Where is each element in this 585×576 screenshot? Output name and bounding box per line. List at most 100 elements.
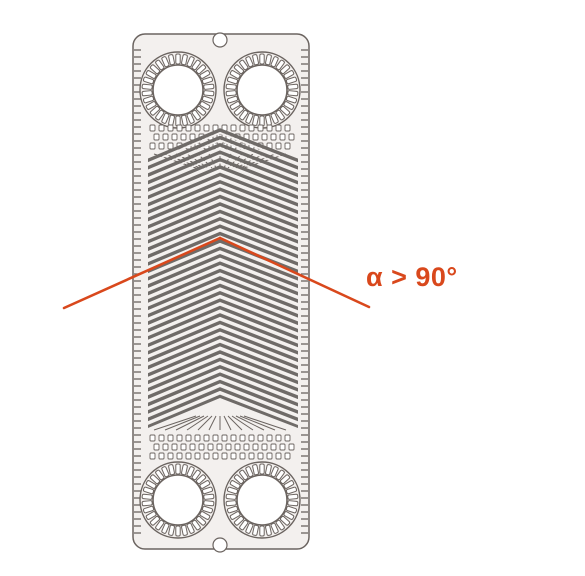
- port-hole: [236, 64, 288, 116]
- chevron-groove: [148, 224, 298, 260]
- distribution-stud: [284, 434, 291, 442]
- chevron-groove: [148, 379, 298, 416]
- distribution-stud: [239, 452, 246, 460]
- port-gasket-tooth: [229, 480, 241, 489]
- chevron-ridge: [148, 139, 298, 174]
- chevron-ridge: [148, 354, 298, 388]
- distribution-stud: [203, 434, 210, 442]
- distribution-stud: [270, 443, 277, 451]
- port-gasket-tooth: [142, 505, 155, 514]
- distribution-stud: [279, 133, 286, 141]
- distribution-stud: [167, 434, 174, 442]
- distribution-stud: [198, 443, 205, 451]
- port-gasket-tooth: [283, 70, 295, 79]
- angle-line-left: [62, 236, 222, 310]
- port-gasket-tooth: [186, 56, 195, 68]
- port-gasket-tooth: [245, 112, 254, 124]
- port-gasket-tooth: [233, 105, 245, 116]
- port-gasket-tooth: [233, 474, 245, 485]
- angle-line-right: [218, 236, 371, 309]
- port-gasket-tooth: [225, 83, 237, 90]
- port-gasket-tooth: [226, 95, 239, 104]
- port-gasket-tooth: [181, 464, 188, 476]
- distribution-stud: [180, 133, 187, 141]
- distribution-stud: [288, 443, 295, 451]
- port-gasket-tooth: [203, 83, 215, 90]
- port-gasket-tooth: [229, 101, 241, 110]
- port-gasket-tooth: [259, 463, 265, 475]
- distribution-channel: [197, 415, 213, 431]
- chevron-ridge: [148, 317, 298, 351]
- port-gasket-tooth: [252, 114, 259, 126]
- chevron-ridge: [148, 243, 298, 277]
- chevron-groove: [148, 253, 298, 290]
- chevron-ridge: [148, 287, 298, 322]
- port-gasket-tooth: [145, 101, 157, 110]
- port-gasket-tooth: [285, 76, 298, 85]
- chevron-groove: [148, 364, 298, 401]
- port-hole: [152, 64, 204, 116]
- chevron-ridge: [148, 309, 298, 344]
- port-gasket-tooth: [181, 524, 188, 536]
- port-gasket-tooth: [181, 54, 188, 66]
- chevron-groove: [148, 209, 298, 245]
- port-gasket-tooth: [287, 90, 299, 97]
- distribution-stud: [275, 452, 282, 460]
- distribution-stud: [216, 443, 223, 451]
- distribution-channel: [239, 415, 276, 431]
- port-gasket-tooth: [265, 524, 272, 536]
- distribution-stud: [212, 452, 219, 460]
- port-gasket-tooth: [270, 112, 279, 124]
- port-gasket-tooth: [199, 70, 211, 79]
- chevron-groove: [148, 165, 298, 201]
- distribution-stud: [221, 452, 228, 460]
- distribution-stud: [153, 443, 160, 451]
- port-gasket-tooth: [239, 109, 249, 121]
- distribution-stud: [207, 443, 214, 451]
- distribution-stud: [158, 434, 165, 442]
- distribution-stud: [194, 124, 201, 132]
- distribution-stud: [180, 443, 187, 451]
- distribution-stud: [149, 452, 156, 460]
- chevron-groove: [148, 276, 298, 312]
- distribution-stud: [252, 133, 259, 141]
- distribution-stud: [176, 434, 183, 442]
- chevron-ridge: [148, 331, 298, 366]
- port-gasket-tooth: [141, 83, 153, 90]
- distribution-stud: [275, 434, 282, 442]
- port-gasket-tooth: [283, 480, 295, 489]
- chevron-groove: [148, 157, 298, 194]
- port-gasket-tooth: [279, 105, 291, 116]
- distribution-stud: [194, 434, 201, 442]
- port-4: [223, 461, 301, 539]
- chevron-ridge: [148, 235, 298, 270]
- chevron-groove: [148, 216, 298, 253]
- port-gasket-tooth: [199, 101, 211, 110]
- distribution-stud: [171, 443, 178, 451]
- port-gasket-tooth: [161, 56, 170, 68]
- distribution-stud: [189, 443, 196, 451]
- distribution-stud: [225, 443, 232, 451]
- distribution-channel: [227, 415, 243, 431]
- chevron-groove: [148, 194, 298, 231]
- port-gasket-tooth: [191, 519, 201, 531]
- distribution-stud: [284, 452, 291, 460]
- port-gasket-tooth: [195, 474, 207, 485]
- chevron-groove: [148, 394, 298, 428]
- chevron-groove: [148, 142, 298, 179]
- port-gasket-tooth: [245, 522, 254, 534]
- port-gasket-tooth: [199, 480, 211, 489]
- distribution-stud: [158, 142, 165, 150]
- distribution-stud: [252, 443, 259, 451]
- distribution-channel: [243, 415, 287, 431]
- port-gasket-tooth: [203, 500, 215, 507]
- chevron-ridge: [148, 376, 298, 410]
- port-gasket-tooth: [270, 466, 279, 478]
- distribution-stud: [167, 142, 174, 150]
- chevron-ridge: [148, 383, 298, 418]
- port-gasket-tooth: [279, 474, 291, 485]
- port-gasket-tooth: [275, 519, 285, 531]
- distribution-stud: [257, 434, 264, 442]
- distribution-stud: [212, 434, 219, 442]
- distribution-stud: [266, 452, 273, 460]
